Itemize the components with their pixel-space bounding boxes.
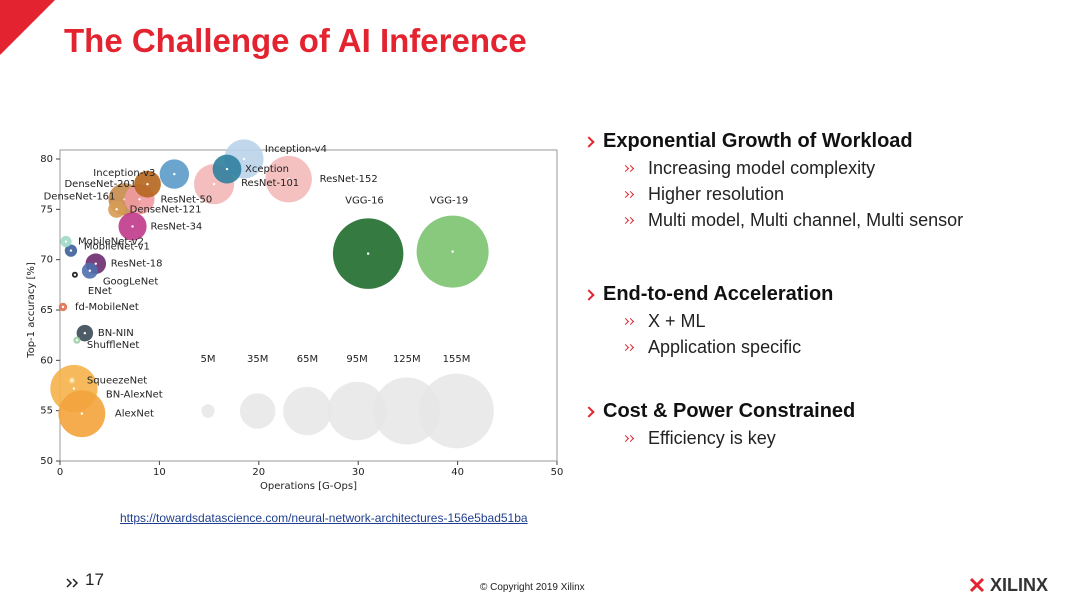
bubble-label: ResNet-34 [151,221,203,232]
bubble-center [146,182,149,186]
bullet-item: Multi model, Multi channel, Multi sensor [583,210,1073,231]
size-legend-bubble [283,386,332,436]
y-tick-label: 65 [40,305,53,316]
x-axis-label: Operations [G-Ops] [260,481,357,492]
bubble-label: ResNet-18 [111,259,163,270]
bubble-center [225,167,229,171]
bubble-label: ENet [88,286,112,297]
bubble-center [451,250,454,253]
bubble-center [83,331,87,335]
bubble-center [73,273,77,276]
bullet-item: Higher resolution [583,184,1073,205]
size-legend-label: 35M [247,354,268,365]
y-tick-label: 50 [40,456,53,467]
bubble-label: AlexNet [115,409,154,420]
bubble-center [69,249,73,252]
bubble-label: SqueezeNet [87,375,147,386]
section-heading: Exponential Growth of Workload [583,130,1073,153]
bullet-item: Increasing model complexity [583,158,1073,179]
bubble-center [242,157,246,161]
section: End-to-end Acceleration X + ML Application… [583,283,1073,358]
bullet-list: Exponential Growth of Workload Increasing… [583,130,1073,449]
bubble-label: ResNet-50 [161,194,213,205]
page-number: 17 [85,570,104,589]
size-legend-bubble [327,381,387,441]
bubble-label: VGG-19 [430,196,469,207]
bubble-center [138,198,141,201]
y-tick-label: 55 [40,406,53,417]
x-tick-label: 10 [153,467,166,478]
source-link[interactable]: https://towardsdatascience.com/neural-ne… [120,511,528,525]
bubble-label: VGG-16 [345,196,384,207]
y-axis-label: Top-1 accuracy [%] [26,262,37,359]
bubble-label: BN-NIN [98,328,134,339]
size-legend-label: 5M [201,354,216,365]
bullet-item: X + ML [583,311,1073,332]
bubble-center [64,240,68,243]
size-legend-label: 95M [346,354,367,365]
bubble-center [72,387,76,390]
logo: XILINX [990,575,1049,595]
size-legend-label: 125M [393,354,421,365]
page-marker [66,578,79,588]
x-tick-label: 40 [451,467,464,478]
x-tick-label: 50 [551,467,564,478]
logo-mark [970,577,985,593]
size-legend-label: 155M [443,354,471,365]
bubble-label: Inception-v3 [93,168,155,179]
copyright: © Copyright 2019 Xilinx [480,582,585,593]
bullet-item: Application specific [583,337,1073,358]
bubble-center [366,252,370,255]
bubble-center [80,412,84,415]
bubble-label: fd-MobileNet [75,302,139,313]
bubble-label: DenseNet-161 [44,191,116,202]
bullet-item: Efficiency is key [583,428,1073,449]
bubble-label: ResNet-101 [241,178,299,189]
slide-title: The Challenge of AI Inference [64,22,527,59]
bubble-center [70,379,74,382]
bubble-label: DenseNet-201 [64,179,136,190]
y-tick-label: 70 [40,255,53,266]
bubble-label: DenseNet-121 [130,204,202,215]
bubble-label: GoogLeNet [103,277,159,288]
corner-accent [0,0,55,55]
bubble-label: ResNet-152 [320,174,378,185]
x-tick-label: 20 [252,467,265,478]
size-legend-bubble [419,373,494,449]
bubble-center [88,269,92,272]
size-legend-label: 65M [297,354,318,365]
bubble-center [115,208,118,211]
y-tick-label: 60 [40,355,53,366]
bubble-center [173,172,176,176]
y-tick-label: 75 [40,204,53,215]
section-heading: Cost & Power Constrained [583,400,1073,423]
x-tick-label: 30 [352,467,365,478]
bubble-center [131,225,134,228]
bubble-center [75,339,79,342]
section: Cost & Power Constrained Efficiency is ke… [583,400,1073,449]
bubble-label: MobileNet-v2 [78,237,144,248]
size-legend-bubble [201,404,215,418]
bubble-center [212,182,216,186]
bubble-label: Inception-v4 [265,144,327,155]
bubble-center [94,262,97,265]
bubble-center [287,177,290,181]
bubble-label: BN-AlexNet [106,390,163,401]
bubble-center [61,305,65,309]
section-heading: End-to-end Acceleration [583,283,1073,306]
chart: 0 10 20 30 40 50 50 55 60 65 70 75 80 Operations [G-O… [26,139,564,492]
x-tick-label: 0 [57,467,63,478]
bubble-label: ShuffleNet [87,340,139,351]
section: Exponential Growth of Workload Increasing… [583,130,1073,231]
bubble-label: MobileNet-v1 [84,242,150,253]
y-tick-label: 80 [40,154,53,165]
size-legend-bubble [239,393,276,429]
bubble-label: Xception [245,164,289,175]
